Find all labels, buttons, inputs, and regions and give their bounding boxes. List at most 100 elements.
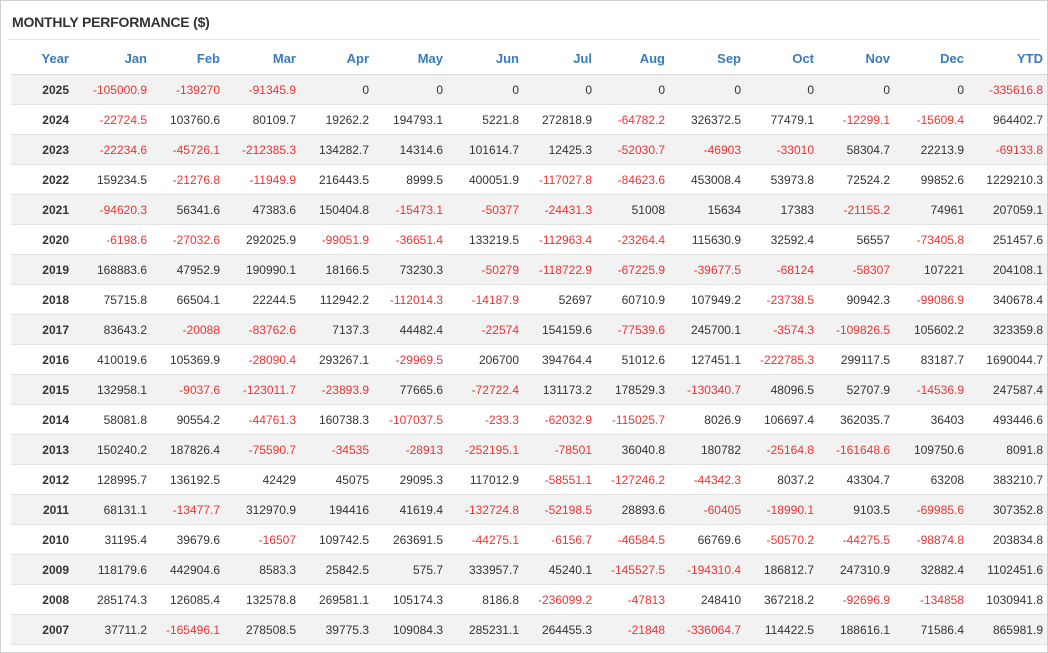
month-value-cell: -13477.7: [151, 494, 224, 525]
column-header-ytd: YTD: [968, 43, 1047, 75]
month-value-cell: 400051.9: [447, 164, 523, 195]
month-value-cell: -64782.2: [596, 104, 669, 135]
column-header-aug: Aug: [596, 43, 669, 75]
month-value-cell: 45075: [300, 464, 373, 495]
table-row: 2025 -105000.9 -139270 -91345.9 0 0 0 0 0 0 0 0 0 -33…: [11, 74, 1047, 105]
month-value-cell: 63208: [894, 464, 968, 495]
month-value-cell: 114422.5: [745, 614, 818, 645]
month-value-cell: 36403: [894, 404, 968, 435]
month-value-cell: -21155.2: [818, 194, 894, 225]
month-value-cell: -127246.2: [596, 464, 669, 495]
column-header-oct: Oct: [745, 43, 818, 75]
ytd-cell: 247587.4: [968, 374, 1047, 405]
month-value-cell: 245700.1: [669, 314, 745, 345]
year-cell: 2010: [11, 524, 73, 555]
month-value-cell: -23893.9: [300, 374, 373, 405]
month-value-cell: 32882.4: [894, 554, 968, 585]
month-value-cell: 47952.9: [151, 254, 224, 285]
month-value-cell: 5221.8: [447, 104, 523, 135]
month-value-cell: 44482.4: [373, 314, 447, 345]
month-value-cell: -21848: [596, 614, 669, 645]
month-value-cell: -23264.4: [596, 224, 669, 255]
month-value-cell: 160738.3: [300, 404, 373, 435]
month-value-cell: 105602.2: [894, 314, 968, 345]
month-value-cell: 109084.3: [373, 614, 447, 645]
table-row: 2017 83643.2 -20088 -83762.6 7137.3 44482.4 -2…: [11, 314, 1047, 345]
table-row: 2013 150240.2 187826.4 -75590.7 -34535 -28913…: [11, 434, 1047, 465]
month-value-cell: -94620.3: [73, 194, 151, 225]
month-value-cell: 206700: [447, 344, 523, 375]
year-cell: 2023: [11, 134, 73, 165]
month-value-cell: 51008: [596, 194, 669, 225]
header-row: Year Jan Feb Mar Apr May Jun Jul Aug Sep Oct Nov Dec…: [11, 43, 1047, 75]
month-value-cell: 77479.1: [745, 104, 818, 135]
month-value-cell: 22213.9: [894, 134, 968, 165]
month-value-cell: -73405.8: [894, 224, 968, 255]
month-value-cell: 112942.2: [300, 284, 373, 315]
month-value-cell: 8583.3: [224, 554, 300, 585]
month-value-cell: 292025.9: [224, 224, 300, 255]
month-value-cell: -50279: [447, 254, 523, 285]
ytd-cell: 865981.9: [968, 614, 1047, 645]
month-value-cell: 73230.3: [373, 254, 447, 285]
month-value-cell: -46584.5: [596, 524, 669, 555]
month-value-cell: -222785.3: [745, 344, 818, 375]
month-value-cell: 58304.7: [818, 134, 894, 165]
month-value-cell: 9103.5: [818, 494, 894, 525]
month-value-cell: 39775.3: [300, 614, 373, 645]
month-value-cell: -83762.6: [224, 314, 300, 345]
month-value-cell: 107221: [894, 254, 968, 285]
month-value-cell: -44275.1: [447, 524, 523, 555]
month-value-cell: 72524.2: [818, 164, 894, 195]
month-value-cell: 29095.3: [373, 464, 447, 495]
table-row: 2018 75715.8 66504.1 22244.5 112942.2 -112014…: [11, 284, 1047, 315]
month-value-cell: 159234.5: [73, 164, 151, 195]
month-value-cell: 52697: [523, 284, 596, 315]
month-value-cell: -24431.3: [523, 194, 596, 225]
month-value-cell: -194310.4: [669, 554, 745, 585]
month-value-cell: -33010: [745, 134, 818, 165]
column-header-jan: Jan: [73, 43, 151, 75]
month-value-cell: 131173.2: [523, 374, 596, 405]
month-value-cell: -145527.5: [596, 554, 669, 585]
ytd-cell: 1030941.8: [968, 584, 1047, 615]
panel-title: MONTHLY PERFORMANCE ($): [12, 14, 210, 30]
month-value-cell: 186812.7: [745, 554, 818, 585]
month-value-cell: -123011.7: [224, 374, 300, 405]
month-value-cell: -14187.9: [447, 284, 523, 315]
ytd-cell: 207059.1: [968, 194, 1047, 225]
month-value-cell: 8999.5: [373, 164, 447, 195]
table-row: 2020 -6198.6 -27032.6 292025.9 -99051.9 -3665…: [11, 224, 1047, 255]
year-cell: 2015: [11, 374, 73, 405]
month-value-cell: 47383.6: [224, 194, 300, 225]
month-value-cell: -236099.2: [523, 584, 596, 615]
ytd-cell: 1229210.3: [968, 164, 1047, 195]
month-value-cell: -18990.1: [745, 494, 818, 525]
month-value-cell: 12425.3: [523, 134, 596, 165]
month-value-cell: -98874.8: [894, 524, 968, 555]
month-value-cell: -22724.5: [73, 104, 151, 135]
month-value-cell: 0: [669, 74, 745, 105]
month-value-cell: 133219.5: [447, 224, 523, 255]
column-header-feb: Feb: [151, 43, 224, 75]
ytd-cell: 203834.8: [968, 524, 1047, 555]
month-value-cell: 367218.2: [745, 584, 818, 615]
column-header-nov: Nov: [818, 43, 894, 75]
month-value-cell: 0: [596, 74, 669, 105]
table-row: 2021 -94620.3 56341.6 47383.6 150404.8 -15473…: [11, 194, 1047, 225]
month-value-cell: 109750.6: [894, 434, 968, 465]
month-value-cell: 410019.6: [73, 344, 151, 375]
month-value-cell: 90554.2: [151, 404, 224, 435]
year-cell: 2025: [11, 74, 73, 105]
table-row: 2012 128995.7 136192.5 42429 45075 29095.3 117…: [11, 464, 1047, 495]
year-cell: 2007: [11, 614, 73, 645]
month-value-cell: 132578.8: [224, 584, 300, 615]
month-value-cell: 68131.1: [73, 494, 151, 525]
month-value-cell: 180782: [669, 434, 745, 465]
month-value-cell: 272818.9: [523, 104, 596, 135]
month-value-cell: -14536.9: [894, 374, 968, 405]
month-value-cell: 18166.5: [300, 254, 373, 285]
ytd-cell: 323359.8: [968, 314, 1047, 345]
ytd-cell: 251457.6: [968, 224, 1047, 255]
month-value-cell: -77539.6: [596, 314, 669, 345]
